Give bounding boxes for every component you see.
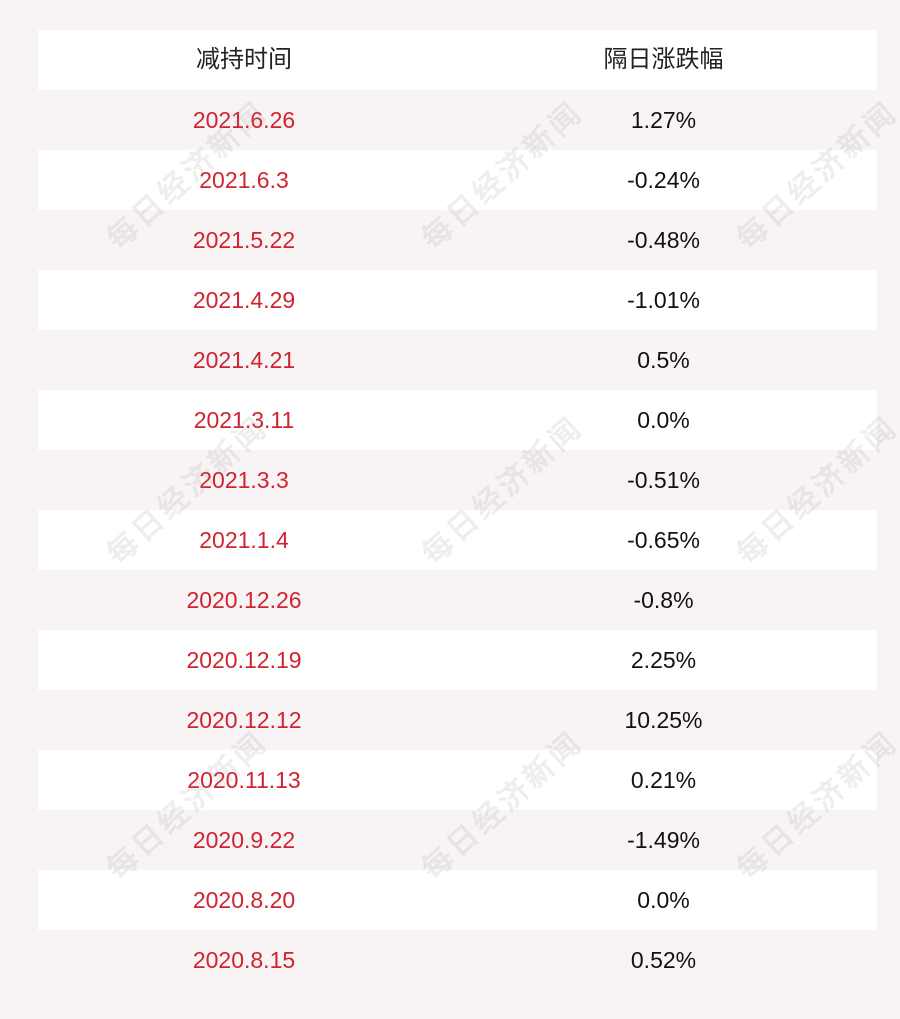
table-row: 2020.12.19 2.25% <box>38 630 877 690</box>
table-row: 2020.12.26 -0.8% <box>38 570 877 630</box>
date-cell: 2020.12.26 <box>186 587 302 613</box>
table-row: 2021.4.21 0.5% <box>38 330 877 390</box>
date-cell: 2020.12.19 <box>186 647 302 673</box>
table-row: 2021.5.22 -0.48% <box>38 210 877 270</box>
date-cell: 2021.3.3 <box>199 467 289 493</box>
change-cell: -0.8% <box>633 587 694 613</box>
change-cell: -1.01% <box>627 287 700 313</box>
change-cell: 0.0% <box>637 887 690 913</box>
date-cell: 2021.5.22 <box>192 227 296 253</box>
change-cell: 0.21% <box>630 767 697 793</box>
table-row: 2021.4.29 -1.01% <box>38 270 877 330</box>
change-cell: 10.25% <box>624 707 703 733</box>
table-row: 2021.6.26 1.27% <box>38 90 877 150</box>
change-cell: -0.51% <box>627 467 700 493</box>
change-cell: 0.52% <box>630 947 697 973</box>
date-cell: 2020.12.12 <box>186 707 302 733</box>
change-cell: -1.49% <box>627 827 700 853</box>
table-row: 2021.3.3 -0.51% <box>38 450 877 510</box>
date-cell: 2021.4.21 <box>192 347 296 373</box>
change-cell: 1.27% <box>630 107 697 133</box>
change-cell: 2.25% <box>630 647 697 673</box>
date-cell: 2020.11.13 <box>187 767 301 793</box>
table-row: 2020.8.15 0.52% <box>38 930 877 990</box>
date-cell: 2020.9.22 <box>192 827 296 853</box>
date-cell: 2021.6.26 <box>192 107 296 133</box>
date-cell: 2021.1.4 <box>199 527 289 553</box>
header-reduction-time: 减持时间 <box>196 46 292 73</box>
change-cell: 0.5% <box>637 347 690 373</box>
table-row: 2020.9.22 -1.49% <box>38 810 877 870</box>
table-header-row: 减持时间 隔日涨跌幅 <box>38 30 877 90</box>
header-next-day-change: 隔日涨跌幅 <box>603 46 724 73</box>
date-cell: 2021.6.3 <box>199 167 289 193</box>
date-cell: 2021.4.29 <box>192 287 296 313</box>
date-cell: 2020.8.20 <box>192 887 296 913</box>
table-row: 2021.3.11 0.0% <box>38 390 877 450</box>
date-cell: 2020.8.15 <box>192 947 296 973</box>
table-row: 2021.1.4 -0.65% <box>38 510 877 570</box>
change-cell: 0.0% <box>637 407 690 433</box>
table-row: 2020.12.12 10.25% <box>38 690 877 750</box>
change-cell: -0.65% <box>627 527 700 553</box>
change-cell: -0.24% <box>627 167 700 193</box>
table-row: 2020.8.20 0.0% <box>38 870 877 930</box>
table-row: 2020.11.13 0.21% <box>38 750 877 810</box>
change-cell: -0.48% <box>627 227 700 253</box>
date-cell: 2021.3.11 <box>193 407 295 433</box>
table-row: 2021.6.3 -0.24% <box>38 150 877 210</box>
data-table: 减持时间 隔日涨跌幅 2021.6.26 1.27% 2021.6.3 -0.2… <box>38 30 877 990</box>
